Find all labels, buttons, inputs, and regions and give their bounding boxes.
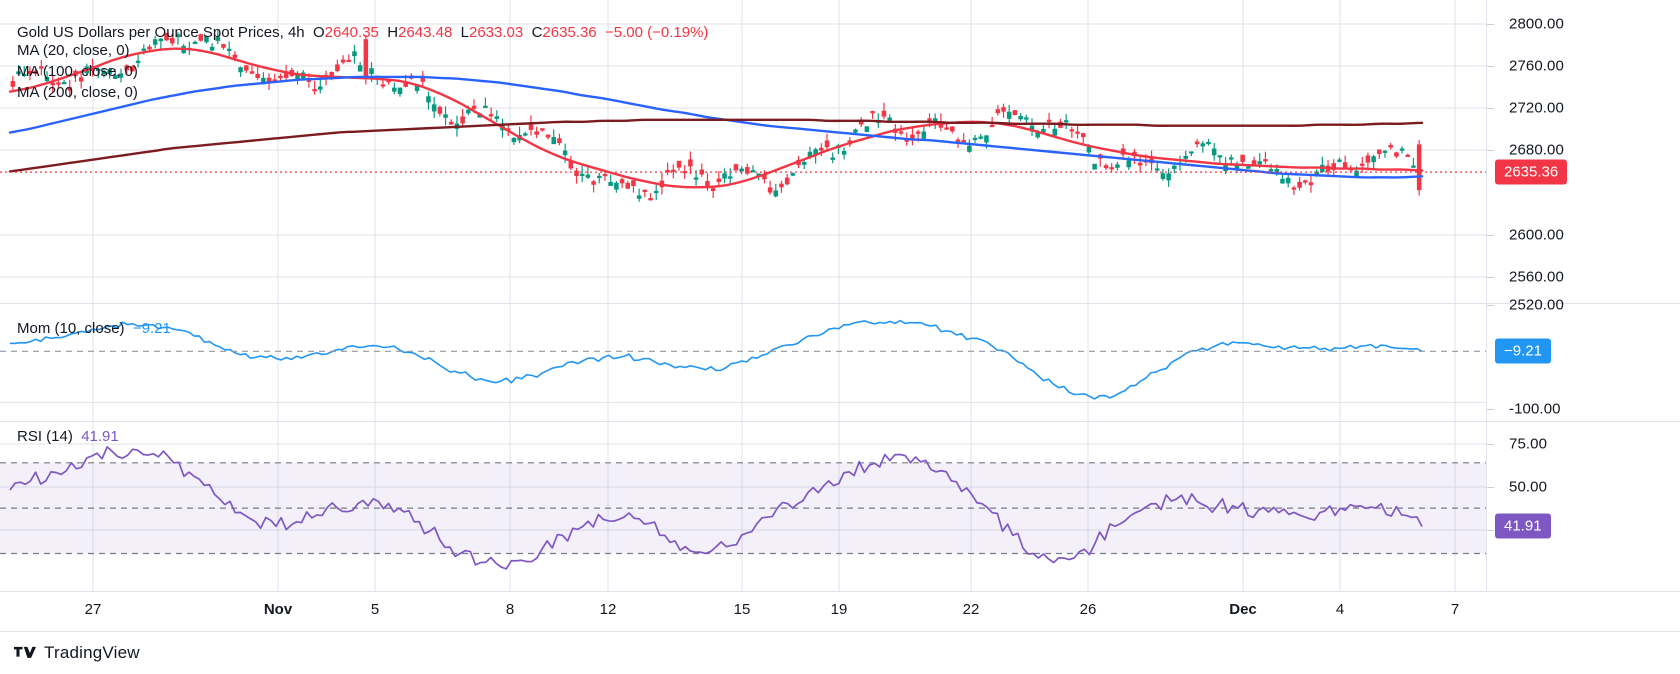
rsi-axis-tick — [1487, 444, 1494, 445]
ma200-legend[interactable]: MA (200, close, 0) — [17, 84, 138, 101]
time-axis-tick-label: 26 — [1079, 601, 1097, 618]
time-axis-tick-label: Nov — [263, 601, 293, 618]
ma100-legend[interactable]: MA (100, close, 0) — [17, 63, 138, 80]
rsi-value: 41.91 — [81, 428, 119, 445]
momentum-axis-tick-label: -100.00 — [1509, 400, 1561, 418]
momentum-label: Mom (10, close) — [17, 320, 125, 337]
price-axis-tick-label: 2520.00 — [1509, 296, 1564, 314]
ma20-legend[interactable]: MA (20, close, 0) — [17, 42, 130, 59]
time-axis-tick-label: 7 — [1450, 601, 1460, 618]
price-axis-tick — [1487, 235, 1494, 236]
price-plot-area[interactable] — [0, 0, 1487, 303]
ma100-label: MA (100, close, 0) — [17, 63, 138, 80]
price-axis-tick — [1487, 305, 1494, 306]
rsi-axis-tick — [1487, 487, 1494, 488]
price-axis-tick — [1487, 108, 1494, 109]
price-change: −5.00 (−0.19%) — [605, 24, 709, 41]
price-axis-tick-label: 2720.00 — [1509, 99, 1564, 117]
last-price-badge[interactable]: 2635.36 — [1495, 159, 1568, 185]
ohlc-open-value: 2640.35 — [324, 24, 379, 41]
momentum-axis-tick — [1487, 409, 1494, 410]
tradingview-logo-icon — [14, 646, 36, 658]
time-axis-tick-label: Dec — [1229, 601, 1257, 618]
ohlc-close-value: 2635.36 — [542, 24, 597, 41]
momentum-plot-area[interactable] — [0, 304, 1487, 421]
momentum-axis[interactable]: -100.00 −9.21 — [1487, 304, 1680, 421]
time-axis-tick-label: 22 — [962, 601, 980, 618]
rsi-label: RSI (14) — [17, 428, 73, 445]
momentum-value-badge[interactable]: −9.21 — [1495, 338, 1551, 364]
ohlc-low-value: 2633.03 — [469, 24, 524, 41]
time-axis-tick-label: 19 — [830, 601, 848, 618]
momentum-pane[interactable]: -100.00 −9.21 — [0, 304, 1680, 422]
ma200-label: MA (200, close, 0) — [17, 84, 138, 101]
price-pane[interactable]: 2800.00 2760.00 2720.00 2680.00 2600.00 2560.… — [0, 0, 1680, 314]
rsi-axis-tick-label: 50.00 — [1509, 478, 1548, 496]
ma20-label: MA (20, close, 0) — [17, 42, 130, 59]
momentum-plot-svg — [0, 304, 1486, 421]
rsi-plot-area[interactable] — [0, 422, 1487, 591]
price-axis-tick-label: 2800.00 — [1509, 15, 1564, 33]
price-plot-svg — [0, 0, 1486, 303]
time-axis[interactable]: 27 Nov 5 8 12 15 19 22 26 Dec 4 7 — [0, 592, 1680, 632]
time-axis-tick-label: 4 — [1335, 601, 1345, 618]
rsi-legend[interactable]: RSI (14) 41.91 — [17, 428, 119, 445]
ohlc-high-label: H — [387, 24, 399, 41]
tradingview-wordmark: TradingView — [44, 643, 140, 662]
price-axis-tick-label: 2680.00 — [1509, 141, 1564, 159]
ohlc-low-label: L — [460, 24, 469, 41]
price-axis-tick — [1487, 150, 1494, 151]
rsi-value-badge[interactable]: 41.91 — [1495, 513, 1551, 539]
momentum-value: −9.21 — [132, 320, 171, 337]
time-axis-tick-label: 8 — [505, 601, 515, 618]
price-axis-tick-label: 2560.00 — [1509, 268, 1564, 286]
price-axis-tick-label: 2760.00 — [1509, 57, 1564, 75]
price-axis-tick — [1487, 277, 1494, 278]
time-axis-tick-label: 12 — [599, 601, 617, 618]
price-axis-tick — [1487, 24, 1494, 25]
time-axis-tick-label: 27 — [84, 601, 102, 618]
time-axis-tick-label: 5 — [370, 601, 380, 618]
rsi-axis-tick-label: 75.00 — [1509, 435, 1548, 453]
momentum-legend[interactable]: Mom (10, close) −9.21 — [17, 320, 171, 337]
rsi-axis-tick — [1487, 530, 1494, 531]
price-axis-tick-label: 2600.00 — [1509, 226, 1564, 244]
ohlc-close-label: C — [531, 24, 543, 41]
time-axis-tick-label: 15 — [733, 601, 751, 618]
price-axis-tick — [1487, 66, 1494, 67]
footer: TradingView — [0, 632, 1680, 674]
symbol-legend[interactable]: Gold US Dollars per Ounce Spot Prices, 4… — [17, 24, 708, 41]
ohlc-open-label: O — [312, 24, 325, 41]
ohlc-high-value: 2643.48 — [398, 24, 453, 41]
price-axis[interactable]: 2800.00 2760.00 2720.00 2680.00 2600.00 2560.… — [1487, 0, 1680, 314]
rsi-plot-svg — [0, 422, 1486, 591]
symbol-title: Gold US Dollars per Ounce Spot Prices, 4… — [17, 24, 305, 41]
